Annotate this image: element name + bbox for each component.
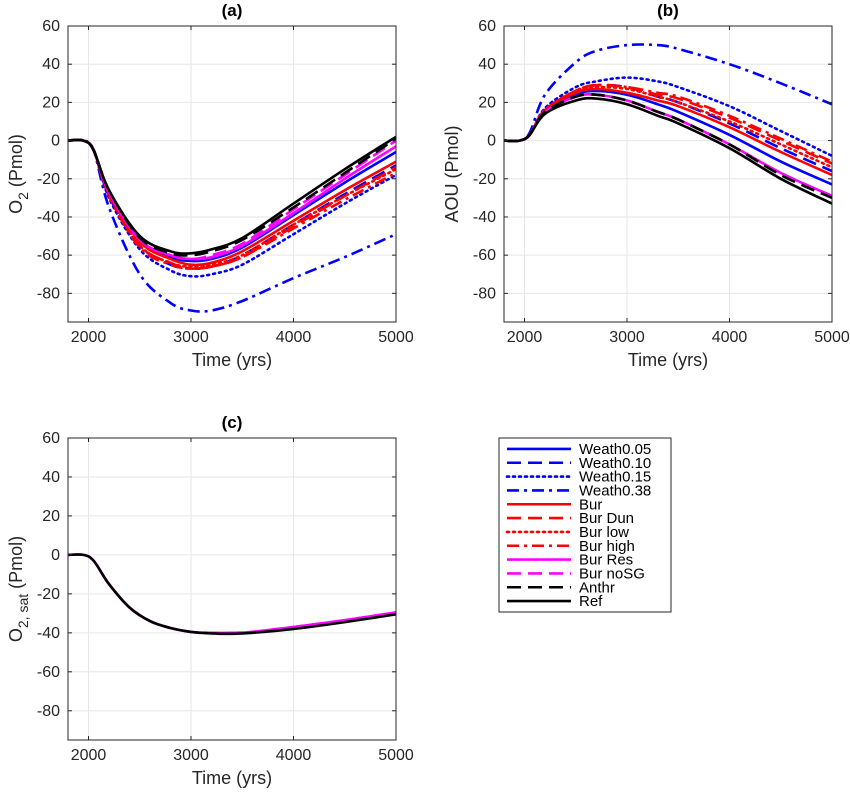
series-group bbox=[68, 135, 396, 313]
y-axis-label: O2, sat (Pmol) bbox=[6, 536, 31, 642]
legend-label: Weath0.38 bbox=[579, 482, 651, 499]
panel-a: 2000 3000 4000 5000 60 40 20 0 -20 -40 -60 -80 (a) Ti… bbox=[6, 1, 414, 370]
y-axis-label-subscript: 2, sat bbox=[15, 594, 31, 628]
y-tick-label: -80 bbox=[37, 285, 60, 302]
x-tick-label: 3000 bbox=[173, 329, 209, 346]
series-group bbox=[504, 43, 832, 205]
series-line-bur-low bbox=[68, 138, 396, 268]
axes-frame bbox=[503, 25, 833, 323]
y-tick-label: -40 bbox=[37, 209, 60, 226]
series-line-ref bbox=[68, 553, 396, 636]
legend-label: Bur Res bbox=[579, 552, 633, 569]
series-group bbox=[68, 553, 396, 636]
x-tick-label: 2000 bbox=[71, 747, 107, 764]
plot-area bbox=[504, 26, 832, 322]
y-tick-label: -20 bbox=[37, 586, 60, 603]
y-tick-label: -60 bbox=[37, 664, 60, 681]
legend-label: Bur Dun bbox=[579, 510, 634, 527]
legend-entry: Bur high bbox=[507, 538, 635, 555]
y-axis-label-main: O bbox=[6, 628, 26, 642]
axes-frame bbox=[67, 437, 397, 741]
y-tick-label: 60 bbox=[42, 18, 60, 35]
legend-entry: Anthr bbox=[507, 579, 615, 596]
legend-label: Bur low bbox=[579, 524, 629, 541]
y-tick-label: 40 bbox=[42, 56, 60, 73]
y-tick-label: 20 bbox=[42, 94, 60, 111]
series-line-ref bbox=[68, 135, 396, 255]
y-axis-label-unit: (Pmol) bbox=[6, 536, 26, 594]
x-tick-label: 4000 bbox=[276, 747, 312, 764]
legend-entry: Weath0.05 bbox=[507, 441, 651, 458]
y-tick-label: 0 bbox=[51, 547, 60, 564]
x-tick-label: 2000 bbox=[71, 329, 107, 346]
legend-entry: Weath0.10 bbox=[507, 455, 651, 472]
y-axis-label-main: O bbox=[6, 200, 26, 214]
series-line-ref bbox=[504, 96, 832, 205]
y-tick-label: -40 bbox=[473, 209, 496, 226]
x-tick-label: 2000 bbox=[507, 329, 543, 346]
panel-c: 2000 3000 4000 5000 60 40 20 0 -20 -40 -60 -80 (c) Ti… bbox=[6, 413, 414, 788]
legend-entry: Bur Dun bbox=[507, 510, 634, 527]
legend-entry: Weath0.38 bbox=[507, 482, 651, 499]
y-tick-label: -60 bbox=[37, 247, 60, 264]
legend-label: Weath0.15 bbox=[579, 469, 651, 486]
legend-entry: Bur noSG bbox=[507, 565, 645, 582]
y-tick-label: 0 bbox=[487, 133, 496, 150]
y-tick-label: -80 bbox=[473, 285, 496, 302]
legend-entry: Bur Res bbox=[507, 552, 633, 569]
x-tick-label: 4000 bbox=[712, 329, 748, 346]
y-axis-label-unit: (Pmol) bbox=[6, 134, 26, 192]
y-tick-label: -40 bbox=[37, 625, 60, 642]
x-tick-label: 5000 bbox=[378, 747, 414, 764]
legend-label: Anthr bbox=[579, 579, 615, 596]
y-tick-label: -60 bbox=[473, 247, 496, 264]
x-axis-label: Time (yrs) bbox=[192, 768, 272, 788]
x-tick-label: 5000 bbox=[378, 329, 414, 346]
legend-label: Ref bbox=[579, 593, 603, 610]
series-line-weath0-15 bbox=[68, 138, 396, 278]
legend-label: Bur bbox=[579, 496, 602, 513]
y-tick-label: 60 bbox=[478, 18, 496, 35]
y-axis-label: AOU (Pmol) bbox=[442, 125, 462, 222]
legend-label: Weath0.10 bbox=[579, 455, 651, 472]
y-axis-label-subscript: 2 bbox=[15, 192, 31, 200]
x-tick-label: 4000 bbox=[276, 329, 312, 346]
legend-entry: Weath0.15 bbox=[505, 469, 651, 486]
plot-area bbox=[68, 438, 396, 740]
y-tick-label: -80 bbox=[37, 703, 60, 720]
legend-box bbox=[498, 437, 672, 613]
legend-label: Weath0.05 bbox=[579, 441, 651, 458]
panel-title: (a) bbox=[222, 1, 243, 20]
legend-label: Bur high bbox=[579, 538, 635, 555]
y-tick-label: 60 bbox=[42, 430, 60, 447]
y-axis-label: O2 (Pmol) bbox=[6, 134, 31, 214]
legend-label: Bur noSG bbox=[579, 565, 645, 582]
x-axis-label: Time (yrs) bbox=[192, 350, 272, 370]
x-tick-label: 5000 bbox=[814, 329, 850, 346]
panel-b: 2000 3000 4000 5000 60 40 20 0 -20 -40 -60 -80 (b) Ti… bbox=[442, 1, 850, 370]
y-tick-label: 0 bbox=[51, 133, 60, 150]
legend-entry: Ref bbox=[507, 593, 603, 610]
legend-entry: Bur low bbox=[505, 524, 629, 541]
y-tick-label: 20 bbox=[42, 508, 60, 525]
y-tick-label: 20 bbox=[478, 94, 496, 111]
legend: Weath0.05Weath0.10Weath0.15Weath0.38BurB… bbox=[498, 437, 672, 613]
x-tick-label: 3000 bbox=[609, 329, 645, 346]
y-axis-label-main: AOU (Pmol) bbox=[442, 125, 462, 222]
panel-title: (c) bbox=[222, 413, 243, 432]
y-tick-label: 40 bbox=[478, 56, 496, 73]
axes-frame bbox=[67, 25, 397, 323]
y-tick-label: 40 bbox=[42, 469, 60, 486]
y-tick-label: -20 bbox=[37, 171, 60, 188]
legend-entry: Bur bbox=[507, 496, 602, 513]
x-axis-label: Time (yrs) bbox=[628, 350, 708, 370]
panel-title: (b) bbox=[657, 1, 679, 20]
x-tick-label: 3000 bbox=[173, 747, 209, 764]
y-tick-label: -20 bbox=[473, 171, 496, 188]
